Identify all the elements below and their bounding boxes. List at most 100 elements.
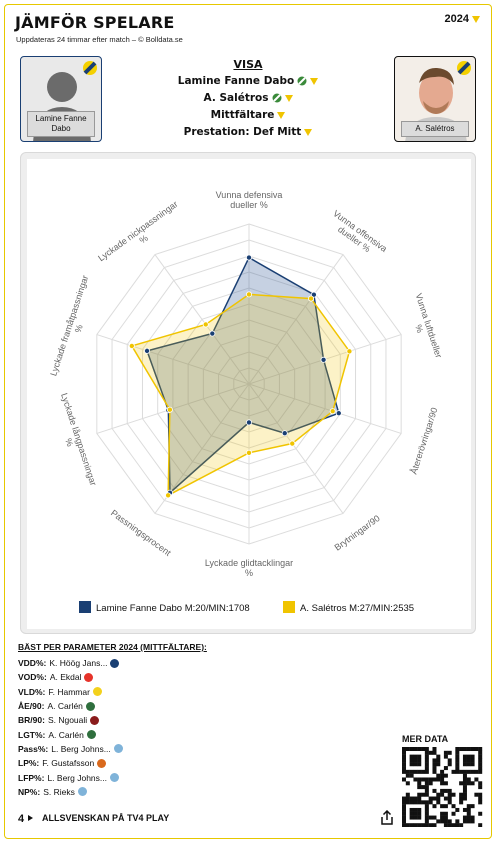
best-item-player: F. Hammar	[48, 686, 90, 697]
grid-spoke	[96, 383, 250, 434]
position-label: Mittfältare	[210, 109, 275, 121]
best-item-key: ÅE/90:	[18, 701, 45, 712]
best-item[interactable]: VLD%: F. Hammar	[18, 685, 123, 699]
data-point	[128, 342, 135, 349]
club-badge-icon	[77, 787, 87, 797]
data-point	[281, 430, 288, 437]
player-name-right: A. Salétros	[401, 121, 469, 137]
visa-heading: VISA	[233, 58, 263, 71]
best-item-player: A. Carlén	[47, 701, 83, 712]
data-point	[320, 356, 327, 363]
best-item[interactable]: BR/90: S. Ngouali	[18, 713, 123, 727]
chevron-down-icon	[284, 94, 293, 102]
club-badge-icon	[297, 76, 307, 86]
club-badge-icon	[113, 744, 123, 754]
legend-label: A. Salétros M:27/MIN:2535	[300, 603, 414, 614]
axis-label: Lyckade nickpassningar%	[96, 199, 185, 271]
club-badge-icon	[97, 758, 107, 768]
best-list: VDD%: K. Höög Jans... VOD%: A. Ekdal VLD%: F.…	[18, 656, 123, 799]
club-badge-icon	[84, 672, 94, 682]
axis-label: Vunna luftdueller%	[404, 292, 444, 362]
data-point	[335, 410, 342, 417]
best-item[interactable]: LGT%: A. Carlén	[18, 727, 123, 741]
mer-data-label: MER DATA	[402, 734, 449, 744]
data-point	[245, 291, 252, 298]
grid-spoke	[154, 254, 250, 385]
player2-selector[interactable]: A. Salétros	[150, 92, 346, 104]
best-item-player: L. Berg Johns...	[47, 772, 107, 783]
svg-text:4: 4	[18, 813, 25, 824]
best-item-key: VLD%:	[18, 686, 46, 697]
player-card-left[interactable]: Lamine Fanne Dabo	[20, 56, 102, 142]
visa-panel: VISA Lamine Fanne Dabo A. Salétros Mittf…	[150, 58, 346, 143]
best-item-player: A. Carlén	[48, 729, 84, 740]
radar-panel: Vunna defensiva dueller % Vunna offensivad…	[20, 152, 476, 634]
data-point	[165, 492, 172, 499]
axis-label: Lyckade glidtacklingar%	[205, 558, 293, 578]
best-item-key: LFP%:	[18, 772, 45, 783]
grid-spoke	[248, 383, 344, 514]
data-point	[245, 419, 252, 426]
position-selector[interactable]: Mittfältare	[150, 109, 346, 121]
best-item-key: VOD%:	[18, 672, 47, 683]
best-item-player: S. Rieks	[43, 786, 75, 797]
club-badge-icon	[110, 658, 120, 668]
chevron-down-icon	[310, 77, 319, 85]
best-item-player: F. Gustafsson	[42, 758, 95, 769]
axis-label: Lyckade framåtpassningar%	[48, 274, 100, 380]
best-item-player: L. Berg Johns...	[51, 743, 111, 754]
best-item-key: NP%:	[18, 786, 41, 797]
best-item-key: Pass%:	[18, 743, 49, 754]
year-label: 2024	[444, 13, 469, 25]
best-item[interactable]: Pass%: L. Berg Johns...	[18, 742, 123, 756]
qr-code[interactable]	[400, 747, 484, 827]
best-item[interactable]: VDD%: K. Höög Jans...	[18, 656, 123, 670]
data-point	[166, 406, 173, 413]
axis-label: Vunna defensiva dueller %	[216, 190, 283, 210]
radar-chart: Vunna defensiva dueller % Vunna offensivad…	[48, 190, 444, 614]
legend-label: Lamine Fanne Dabo M:20/MIN:1708	[96, 603, 250, 614]
club-badge-icon	[83, 61, 97, 75]
series-area	[130, 293, 351, 497]
data-point	[245, 254, 252, 261]
best-item-player: K. Höög Jans...	[49, 658, 108, 669]
best-item-player: S. Ngouali	[47, 715, 88, 726]
data-point	[346, 348, 353, 355]
grid-spoke	[248, 383, 402, 434]
best-item[interactable]: ÅE/90: A. Carlén	[18, 699, 123, 713]
legend-swatch	[283, 601, 295, 613]
grid-spoke	[248, 254, 344, 385]
prestation-label: Prestation: Def Mitt	[183, 126, 302, 138]
player-card-right[interactable]: A. Salétros	[394, 56, 476, 142]
best-item-key: LGT%:	[18, 729, 46, 740]
axis-label: Vunna offensivadueller %	[325, 208, 389, 262]
page-subtitle: Uppdateras 24 timmar efter match – © Bol…	[16, 35, 183, 44]
axis-label: Återerövringar/90	[408, 406, 439, 475]
best-item[interactable]: VOD%: A. Ekdal	[18, 670, 123, 684]
data-point	[289, 440, 296, 447]
data-point	[209, 330, 216, 337]
player1-selector[interactable]: Lamine Fanne Dabo	[150, 75, 346, 87]
axis-label: Lyckade långpassningar%	[50, 392, 99, 490]
tv4-logo-icon: 4	[18, 813, 33, 824]
best-item[interactable]: NP%: S. Rieks	[18, 785, 123, 799]
footer[interactable]: 4 ALLSVENSKAN PÅ TV4 PLAY	[18, 812, 169, 824]
club-badge-icon	[110, 773, 119, 783]
club-badge-icon	[85, 701, 95, 711]
data-point	[144, 347, 151, 354]
share-icon[interactable]	[380, 810, 394, 826]
best-heading: BÄST PER PARAMETER 2024 (MITTFÄLTARE):	[18, 642, 207, 652]
club-badge-icon	[92, 687, 102, 697]
player-name-left: Lamine Fanne Dabo	[27, 111, 95, 137]
data-point	[308, 295, 315, 302]
player1-label: Lamine Fanne Dabo	[177, 75, 295, 87]
best-item[interactable]: LP%: F. Gustafsson	[18, 756, 123, 770]
best-item[interactable]: LFP%: L. Berg Johns...	[18, 770, 123, 784]
year-selector[interactable]: 2024	[445, 13, 480, 25]
best-item-key: BR/90:	[18, 715, 45, 726]
data-point	[245, 449, 252, 456]
club-badge-icon	[86, 730, 96, 740]
page-title: JÄMFÖR SPELARE	[15, 13, 175, 32]
prestation-selector[interactable]: Prestation: Def Mitt	[150, 126, 346, 138]
chevron-down-icon	[472, 15, 480, 23]
